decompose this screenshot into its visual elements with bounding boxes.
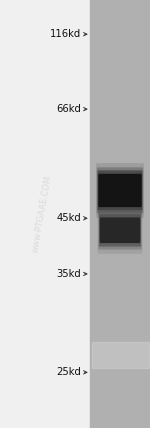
Text: 66kd: 66kd: [56, 104, 81, 114]
FancyBboxPatch shape: [97, 167, 143, 214]
FancyBboxPatch shape: [98, 211, 142, 250]
FancyBboxPatch shape: [99, 214, 141, 247]
Bar: [92, 342, 148, 368]
Text: 45kd: 45kd: [56, 213, 81, 223]
FancyBboxPatch shape: [100, 217, 140, 243]
Bar: [90, 0, 150, 428]
FancyBboxPatch shape: [98, 174, 142, 207]
Text: 25kd: 25kd: [56, 367, 81, 377]
Text: 35kd: 35kd: [56, 269, 81, 279]
FancyBboxPatch shape: [96, 163, 144, 218]
Text: 116kd: 116kd: [50, 29, 81, 39]
FancyBboxPatch shape: [98, 170, 142, 211]
Text: www.PTGAAE.COM: www.PTGAAE.COM: [31, 175, 53, 253]
FancyBboxPatch shape: [98, 207, 142, 254]
